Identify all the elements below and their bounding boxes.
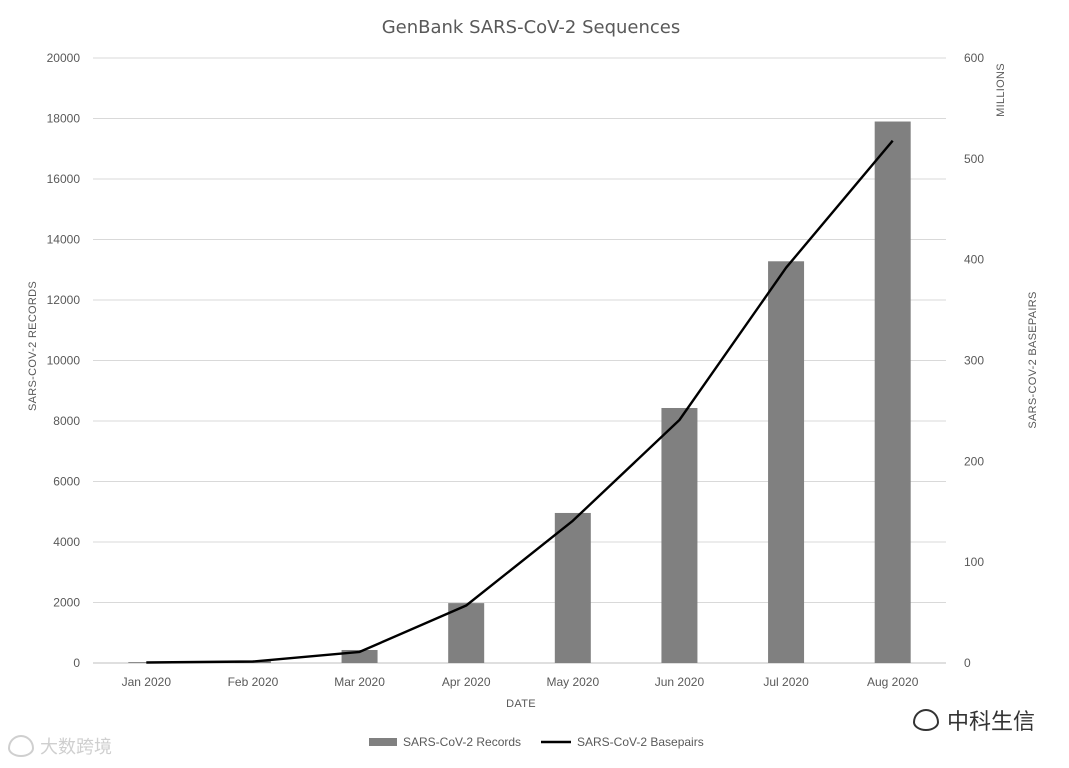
legend-swatch-records — [369, 738, 397, 746]
y-tick-label: 20000 — [47, 51, 81, 65]
y2-tick-label: 300 — [964, 354, 984, 368]
y-axis-title: SARS-COV-2 RECORDS — [27, 281, 39, 411]
y-tick-label: 2000 — [53, 596, 80, 610]
gridlines — [93, 57, 946, 664]
y-tick-label: 16000 — [47, 172, 81, 186]
y2-tick-label: 600 — [964, 51, 984, 65]
y2-tick-label: 500 — [964, 152, 984, 166]
y2-axis-unit: MILLIONS — [995, 63, 1007, 117]
y-tick-label: 8000 — [53, 414, 80, 428]
wechat-icon — [912, 709, 939, 731]
y2-tick-label: 200 — [964, 454, 984, 468]
legend-label-records: SARS-CoV-2 Records — [403, 735, 521, 749]
bar-records — [554, 512, 591, 663]
watermark-right: 中科生信 — [912, 704, 1035, 736]
y-axis-ticks: 0 2000 4000 6000 8000 10000 12000 14000 16000 180… — [47, 51, 81, 670]
legend-label-basepairs: SARS-CoV-2 Basepairs — [577, 735, 704, 749]
x-axis-title: DATE — [506, 698, 536, 710]
x-tick-label: Feb 2020 — [228, 675, 279, 689]
bar-series — [128, 121, 911, 663]
x-tick-label: Mar 2020 — [334, 675, 385, 689]
y2-tick-label: 100 — [964, 555, 984, 569]
bar-records — [661, 407, 698, 663]
y-tick-label: 18000 — [47, 112, 81, 126]
legend: SARS-CoV-2 Records SARS-CoV-2 Basepairs — [369, 735, 704, 749]
x-axis-ticks: Jan 2020 Feb 2020 Mar 2020 Apr 2020 May 2020… — [122, 675, 919, 689]
y2-axis-title: SARS-COV-2 BASEPAIRS — [1027, 291, 1039, 428]
watermark-left: 大数跨境 — [8, 733, 112, 759]
y-tick-label: 4000 — [53, 535, 80, 549]
bar-records — [874, 121, 911, 663]
watermark-left-text: 大数跨境 — [40, 737, 112, 758]
y-tick-label: 10000 — [47, 354, 81, 368]
y2-tick-label: 400 — [964, 253, 984, 267]
x-tick-label: Apr 2020 — [442, 675, 491, 689]
y-tick-label: 12000 — [47, 293, 81, 307]
watermark-right-text: 中科生信 — [946, 710, 1035, 735]
basepairs-series-line — [146, 139, 894, 664]
y2-axis-ticks: 0 100 200 300 400 500 600 — [964, 51, 984, 670]
bar-records — [448, 603, 485, 663]
x-tick-label: May 2020 — [546, 675, 599, 689]
y-tick-label: 6000 — [53, 475, 80, 489]
bar-records — [768, 261, 805, 663]
x-tick-label: Jun 2020 — [655, 675, 705, 689]
logo-icon — [8, 735, 34, 757]
chart-title: GenBank SARS-CoV-2 Sequences — [382, 17, 681, 38]
x-tick-label: Aug 2020 — [867, 675, 919, 689]
x-tick-label: Jan 2020 — [122, 675, 172, 689]
y-tick-label: 14000 — [47, 233, 81, 247]
y-tick-label: 0 — [73, 656, 80, 670]
x-tick-label: Jul 2020 — [763, 675, 809, 689]
y2-tick-label: 0 — [964, 656, 971, 670]
